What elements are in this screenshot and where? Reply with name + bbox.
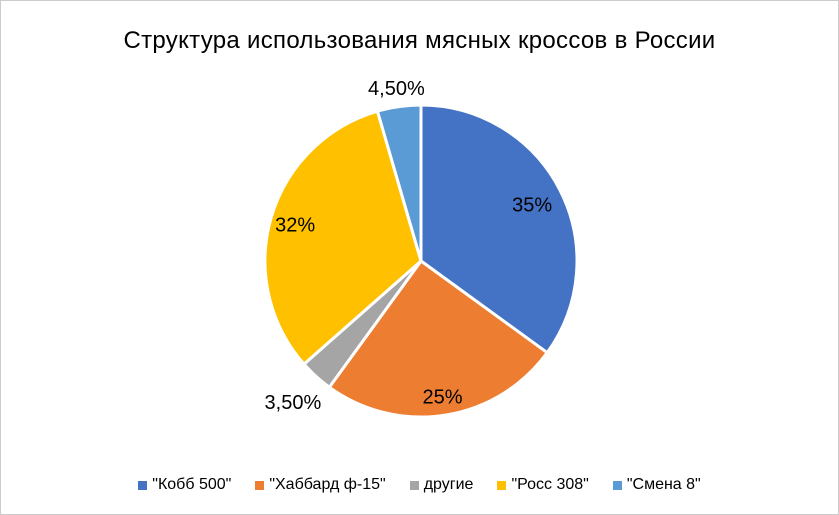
legend-label: "Хаббард ф-15" [269, 476, 386, 493]
legend-label: "Смена 8" [626, 476, 701, 493]
legend-swatch-icon [612, 480, 622, 490]
data-label-4: 32% [275, 214, 315, 236]
legend-item-5[interactable]: "Смена 8" [612, 476, 701, 494]
legend: "Кобб 500" "Хаббард ф-15" другие "Росс 308"… [1, 476, 838, 494]
legend-swatch-icon [255, 480, 265, 490]
pie-slice-5[interactable] [375, 103, 423, 263]
data-label-5: 4,50% [368, 78, 425, 100]
data-label-3: 3,50% [265, 392, 322, 414]
legend-label: "Росс 308" [511, 476, 589, 493]
legend-item-4[interactable]: "Росс 308" [497, 476, 589, 494]
legend-label: другие [423, 476, 474, 493]
data-label-2: 25% [422, 387, 462, 409]
legend-item-2[interactable]: "Хаббард ф-15" [255, 476, 386, 494]
legend-item-3[interactable]: другие [409, 476, 474, 494]
legend-item-1[interactable]: "Кобб 500" [138, 476, 231, 494]
legend-label: "Кобб 500" [152, 476, 232, 493]
chart-title: Структура использования мясных кроссов в… [123, 27, 716, 54]
pie-slice-2[interactable] [327, 259, 549, 419]
legend-swatch-icon [497, 480, 507, 490]
pie-slice-4[interactable] [263, 109, 423, 366]
legend-swatch-icon [409, 480, 419, 490]
data-label-1: 35% [512, 194, 552, 216]
legend-swatch-icon [138, 480, 148, 490]
pie-slice-1[interactable] [419, 103, 579, 355]
